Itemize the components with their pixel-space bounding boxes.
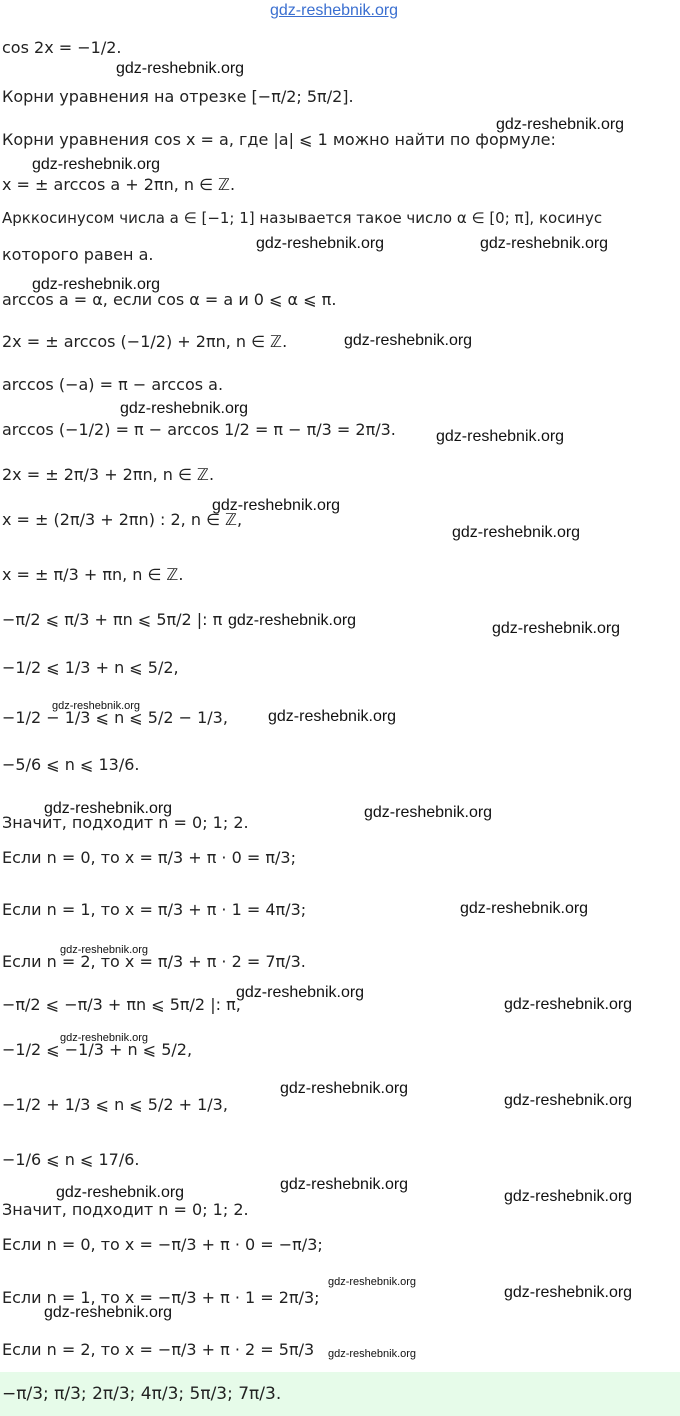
watermark: gdz-reshebnik.org (504, 1092, 633, 1109)
math-line: x = ± (2π/3 + 2πn) : 2, n ∈ ℤ, (2, 510, 243, 529)
math-line: arccos (−1/2) = π − arccos 1/2 = π − π/3… (2, 420, 396, 439)
watermark: gdz-reshebnik.org (212, 497, 341, 514)
math-line: Если n = 2, то x = π/3 + π · 2 = 7π/3. (2, 952, 306, 971)
math-line: −π/2 ⩽ −π/3 + πn ⩽ 5π/2 |: π, (2, 995, 241, 1014)
math-line: Если n = 1, то x = −π/3 + π · 1 = 2π/3; (2, 1288, 320, 1307)
watermark: gdz-reshebnik.org (56, 1184, 185, 1201)
watermark: gdz-reshebnik.org (328, 1276, 417, 1288)
math-line: −1/2 ⩽ −1/3 + n ⩽ 5/2, (2, 1040, 193, 1059)
watermark: gdz-reshebnik.org (344, 332, 473, 349)
answer-band: −π/3; π/3; 2π/3; 4π/3; 5π/3; 7π/3. (0, 1372, 680, 1416)
watermark: gdz-reshebnik.org (32, 156, 161, 173)
math-line: которого равен a. (2, 245, 154, 264)
math-line: Значит, подходит n = 0; 1; 2. (2, 813, 249, 832)
math-line: 2x = ± arccos (−1/2) + 2πn, n ∈ ℤ. (2, 332, 288, 351)
watermark: gdz-reshebnik.org (32, 276, 161, 293)
watermark: gdz-reshebnik.org (504, 1188, 633, 1205)
watermark: gdz-reshebnik.org (504, 1284, 633, 1301)
math-line: 2x = ± 2π/3 + 2πn, n ∈ ℤ. (2, 465, 215, 484)
watermark: gdz-reshebnik.org (480, 235, 609, 252)
math-line: Если n = 0, то x = −π/3 + π · 0 = −π/3; (2, 1235, 323, 1254)
watermark: gdz-reshebnik.org (496, 116, 625, 133)
math-line: Корни уравнения cos x = a, где |a| ⩽ 1 м… (2, 130, 556, 149)
math-line: x = ± arccos a + 2πn, n ∈ ℤ. (2, 175, 236, 194)
math-line: Арккосинусом числа a ∈ [−1; 1] называетс… (2, 209, 603, 227)
math-line: −1/2 ⩽ 1/3 + n ⩽ 5/2, (2, 658, 179, 677)
watermark: gdz-reshebnik.org (44, 1304, 173, 1321)
math-line: Корни уравнения на отрезке [−π/2; 5π/2]. (2, 87, 354, 106)
math-line: −1/2 − 1/3 ⩽ n ⩽ 5/2 − 1/3, (2, 708, 228, 727)
watermark: gdz-reshebnik.org (120, 400, 249, 417)
watermark: gdz-reshebnik.org (436, 428, 565, 445)
watermark: gdz-reshebnik.org (228, 612, 357, 629)
watermark: gdz-reshebnik.org (492, 620, 621, 637)
math-line: Если n = 1, то x = π/3 + π · 1 = 4π/3; (2, 900, 307, 919)
math-line: −5/6 ⩽ n ⩽ 13/6. (2, 755, 140, 774)
watermark: gdz-reshebnik.org (60, 944, 149, 956)
site-link[interactable]: gdz-reshebnik.org (270, 2, 399, 19)
math-line: −π/2 ⩽ π/3 + πn ⩽ 5π/2 |: π (2, 610, 223, 629)
math-line: −1/2 + 1/3 ⩽ n ⩽ 5/2 + 1/3, (2, 1095, 228, 1114)
watermark: gdz-reshebnik.org (236, 984, 365, 1001)
watermark: gdz-reshebnik.org (328, 1348, 417, 1360)
watermark: gdz-reshebnik.org (504, 996, 633, 1013)
watermark: gdz-reshebnik.org (280, 1080, 409, 1097)
watermark: gdz-reshebnik.org (452, 524, 581, 541)
watermark: gdz-reshebnik.org (116, 60, 245, 77)
math-line: arccos (−a) = π − arccos a. (2, 375, 224, 394)
answer: −π/3; π/3; 2π/3; 4π/3; 5π/3; 7π/3. (2, 1384, 282, 1404)
watermark: gdz-reshebnik.org (268, 708, 397, 725)
watermark: gdz-reshebnik.org (460, 900, 589, 917)
watermark: gdz-reshebnik.org (280, 1176, 409, 1193)
math-line: −1/6 ⩽ n ⩽ 17/6. (2, 1150, 140, 1169)
watermark: gdz-reshebnik.org (60, 1032, 149, 1044)
watermark: gdz-reshebnik.org (256, 235, 385, 252)
math-line: Если n = 0, то x = π/3 + π · 0 = π/3; (2, 848, 296, 867)
watermark: gdz-reshebnik.org (44, 800, 173, 817)
watermark: gdz-reshebnik.org (364, 804, 493, 821)
math-line: Значит, подходит n = 0; 1; 2. (2, 1200, 249, 1219)
math-line: cos 2x = −1/2. (2, 38, 122, 57)
math-line: arccos a = α, если cos α = a и 0 ⩽ α ⩽ π… (2, 290, 337, 309)
watermark: gdz-reshebnik.org (52, 700, 141, 712)
math-line: x = ± π/3 + πn, n ∈ ℤ. (2, 565, 184, 584)
math-line: Если n = 2, то x = −π/3 + π · 2 = 5π/3 (2, 1340, 315, 1359)
